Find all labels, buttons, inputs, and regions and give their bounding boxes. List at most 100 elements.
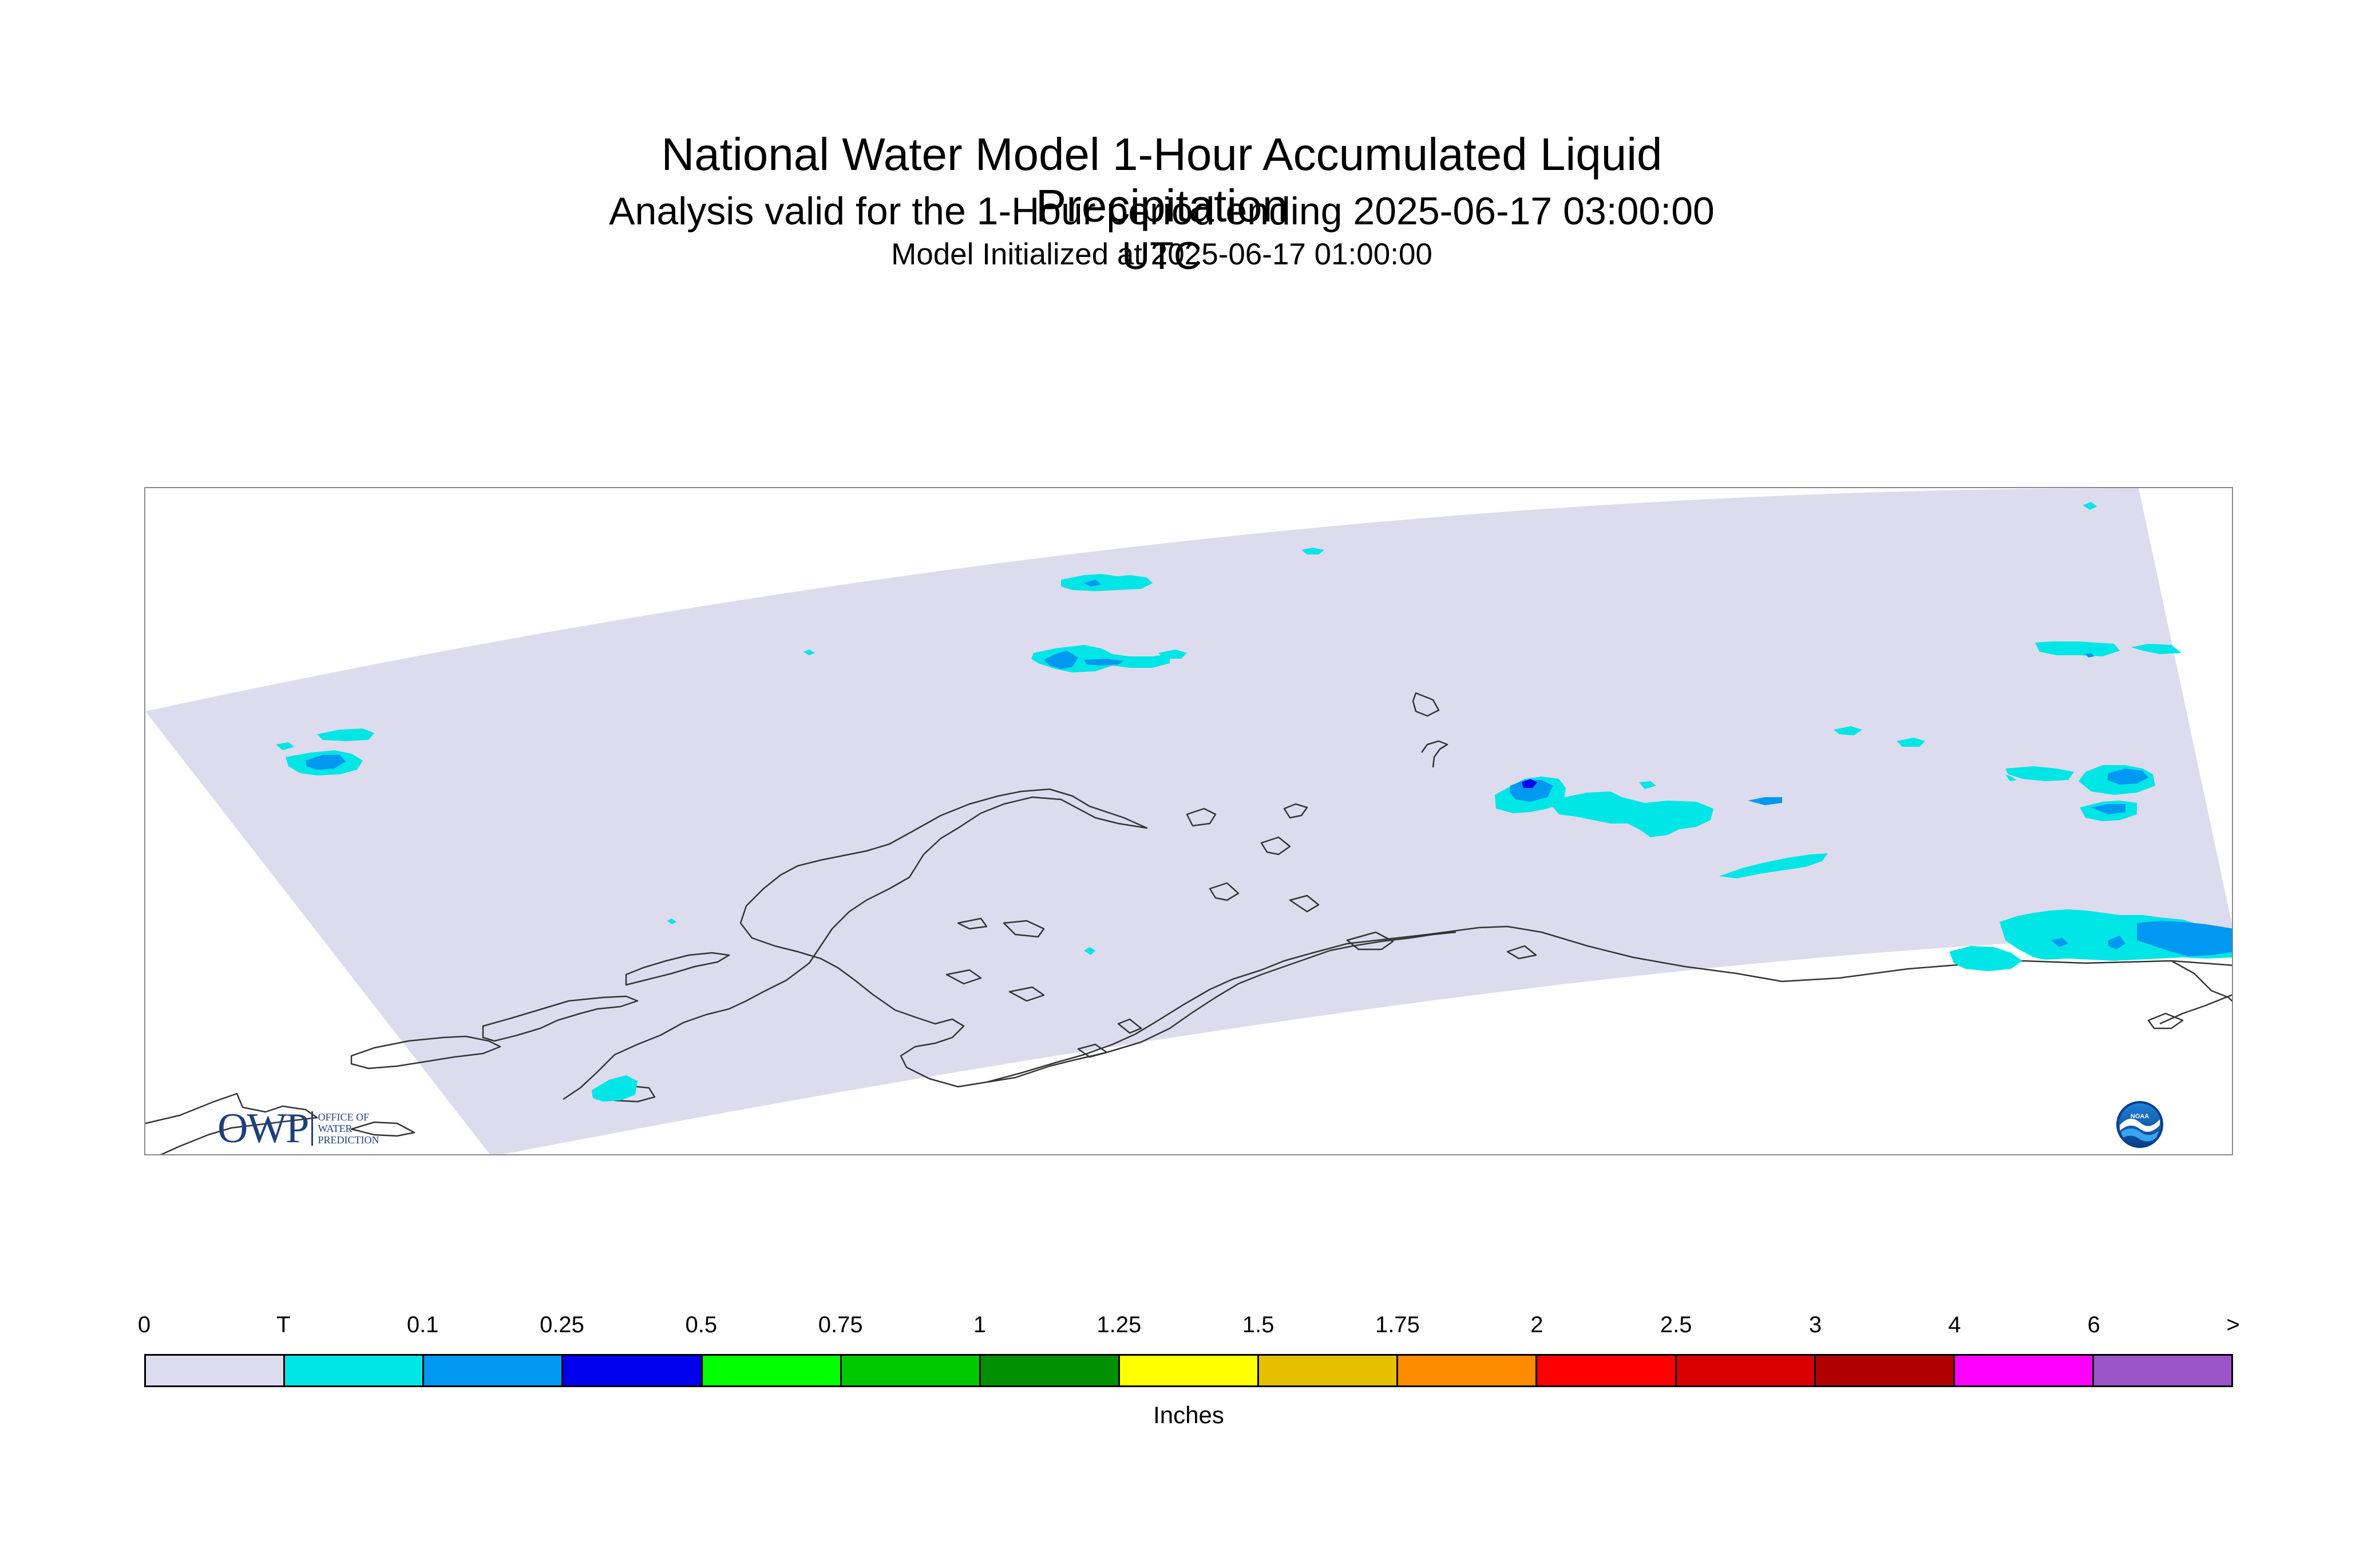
precipitation-map	[144, 487, 2233, 1155]
legend-tick-label: 2.5	[1660, 1312, 1692, 1337]
legend-swatch	[980, 1356, 1120, 1385]
legend-tick-label: 0.5	[685, 1312, 718, 1337]
precip-area	[2107, 769, 2148, 785]
precip-area	[1084, 580, 1101, 587]
coastline-islands-1	[1412, 692, 1440, 717]
coastline-west-island	[482, 995, 639, 1042]
legend-swatch	[1398, 1356, 1538, 1385]
model-init-time: Model Initialized at 2025-06-17 01:00:00	[891, 237, 1432, 271]
precip-area	[276, 742, 294, 750]
legend-swatch	[424, 1356, 564, 1385]
legend-tick-label: 1.5	[1242, 1312, 1274, 1337]
coastline-islands-11	[1260, 836, 1291, 856]
legend-swatch	[841, 1356, 981, 1385]
precip-area	[1084, 659, 1124, 666]
coastline-islands-14	[1077, 1043, 1108, 1058]
precip-legend: 0 T 0.1 0.25 0.5 0.75 1 1.25 1.5 1.75 2 2.5 3 4 6 > Inc…	[138, 1310, 2240, 1428]
legend-tick-label: 1.75	[1375, 1312, 1420, 1337]
precip-area	[1522, 779, 1537, 788]
precip-area	[2035, 642, 2120, 656]
precip-area	[306, 755, 346, 770]
model-domain	[145, 488, 2232, 1154]
noaa-logo: NOAA	[2115, 1100, 2164, 1149]
noaa-emblem-icon: NOAA	[2116, 1101, 2163, 1148]
precip-area	[667, 918, 676, 924]
precip-area	[1158, 650, 1187, 659]
precip-area	[2085, 653, 2094, 658]
legend-swatch	[563, 1356, 703, 1385]
owp-logo-divider	[311, 1111, 314, 1146]
legend-swatch	[1815, 1356, 1955, 1385]
legend-swatch	[1954, 1356, 2094, 1385]
legend-swatch	[1119, 1356, 1260, 1385]
coastline-peninsula	[986, 931, 1456, 1083]
legend-swatch	[1259, 1356, 1399, 1385]
precip-area	[1550, 791, 1713, 837]
legend-tick-label: 0	[137, 1312, 151, 1337]
owp-logo-line3: PREDICTION	[318, 1134, 379, 1146]
legend-color-bar	[144, 1354, 2233, 1387]
precip-area	[1748, 797, 1782, 805]
legend-tick-label: 6	[2087, 1312, 2100, 1337]
precip-area	[317, 728, 374, 741]
map-title: National Water Model 1-Hour Accumulated …	[661, 129, 1662, 231]
precip-area	[2051, 938, 2068, 947]
legend-tick-label: 2	[1530, 1312, 1543, 1337]
coastline-stlawrence-island	[350, 1035, 501, 1070]
legend-tick-label: 0.1	[406, 1312, 439, 1337]
precip-light	[306, 580, 2232, 956]
legend-tick-label: 1	[973, 1312, 987, 1337]
coastline-islands-12	[945, 969, 982, 985]
precip-area	[1061, 574, 1153, 591]
legend-swatch	[146, 1356, 286, 1385]
legend-tick-label: 4	[1948, 1312, 1961, 1337]
legend-swatch	[285, 1356, 425, 1385]
coastline-yukon-delta	[625, 952, 730, 986]
owp-logo-text: OWP	[217, 1105, 309, 1152]
precip-area	[1949, 946, 2022, 971]
coastline-islands-13	[1008, 986, 1045, 1002]
coastline-islands-8	[1289, 894, 1320, 913]
coastline-islands-10	[1506, 945, 1537, 960]
precip-area	[2131, 644, 2182, 654]
precip-area	[2137, 921, 2232, 956]
owp-logo-subtext: OFFICE OF WATER PREDICTION	[318, 1111, 379, 1146]
precip-area	[2005, 774, 2017, 781]
coastline-mackenzie	[2171, 960, 2232, 1002]
coastline-mainland	[563, 788, 2232, 1100]
legend-swatch	[1676, 1356, 1816, 1385]
precip-area	[1834, 726, 1862, 735]
precip-area	[592, 1075, 638, 1102]
legend-tick-label: 0.25	[540, 1312, 584, 1337]
precip-area	[1639, 781, 1656, 789]
coastline-mackenzie-east	[2159, 994, 2232, 1025]
legend-tick-label: 3	[1808, 1312, 1822, 1337]
precip-area	[2005, 766, 2074, 781]
precip-moderate	[1522, 779, 1537, 788]
coastline-islands-4	[1186, 807, 1217, 827]
owp-logo-line2: WATER	[318, 1123, 353, 1134]
precip-area	[1719, 853, 1828, 878]
legend-tick-label: 1.25	[1097, 1312, 1142, 1337]
coastline-islands-6	[957, 917, 988, 930]
precip-area	[2091, 804, 2125, 814]
coastline-islands-2	[1420, 740, 1448, 768]
legend-units-label: Inches	[1153, 1401, 1224, 1428]
noaa-logo-text: NOAA	[2131, 1113, 2149, 1120]
precip-area	[2108, 936, 2125, 949]
coastline-islands-15	[1117, 1018, 1142, 1034]
legend-tick-label: 0.75	[818, 1312, 863, 1337]
precip-area	[2083, 502, 2097, 510]
map-canvas	[145, 488, 2232, 1154]
legend-tick-labels: 0 T 0.1 0.25 0.5 0.75 1 1.25 1.5 1.75 2 2.5 3 4 6 >	[138, 1310, 2240, 1345]
legend-tick-label: >	[2226, 1312, 2240, 1337]
owp-logo-line1: OFFICE OF	[318, 1111, 369, 1123]
legend-swatch	[2093, 1356, 2232, 1385]
coastline-islands-9	[1346, 931, 1394, 951]
legend-swatch	[1537, 1356, 1677, 1385]
coastline-chukotka	[145, 1092, 318, 1154]
legend-swatch	[702, 1356, 842, 1385]
coastline-islands-16	[2147, 1012, 2184, 1030]
precip-area	[1897, 738, 1925, 747]
coastline-islands-7	[1209, 882, 1240, 901]
